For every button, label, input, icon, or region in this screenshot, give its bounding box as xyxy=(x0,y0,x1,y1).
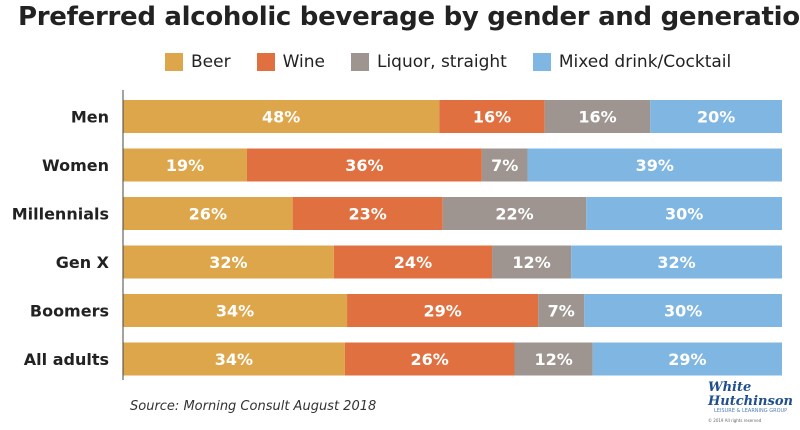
data-label-men-beer: 48% xyxy=(262,108,300,127)
data-label-men-mixed: 20% xyxy=(697,108,735,127)
bar-women-liquor xyxy=(481,148,528,182)
bar-millennials-liquor xyxy=(442,197,587,230)
bar-women-beer xyxy=(123,148,247,182)
data-label-gen-x-mixed: 32% xyxy=(657,253,695,272)
bar-boomers-wine xyxy=(347,294,539,327)
data-label-men-wine: 16% xyxy=(473,108,511,127)
legend-item-mixed: Mixed drink/Cocktail xyxy=(532,52,732,72)
data-label-millennials-liquor: 22% xyxy=(495,205,533,224)
data-label-boomers-beer: 34% xyxy=(216,302,254,321)
bar-boomers-beer xyxy=(123,294,348,327)
logo-line-2: Hutchinson xyxy=(707,394,793,409)
legend-label-liquor: Liquor, straight xyxy=(376,52,507,72)
legend-swatch-mixed xyxy=(532,53,551,71)
bar-millennials-mixed xyxy=(586,197,782,230)
legend-item-wine: Wine xyxy=(256,52,325,72)
bar-millennials-beer xyxy=(123,197,293,230)
data-label-gen-x-beer: 32% xyxy=(209,253,247,272)
bar-women-mixed xyxy=(527,148,782,182)
category-label-men: Men xyxy=(71,108,109,127)
bar-men-liquor xyxy=(544,100,651,133)
white-hutchinson-logo: White Hutchinson LEISURE & LEARNING GROU… xyxy=(707,380,793,423)
bar-all-adults-wine xyxy=(344,342,515,376)
bar-boomers-mixed xyxy=(584,294,782,327)
bar-gen-x-beer xyxy=(123,245,334,279)
bar-men-wine xyxy=(439,100,545,133)
legend-swatch-liquor xyxy=(350,53,369,71)
bars-group: 48% 16% 16% 20% 19% 36% 7% 39% 26% 23% 22% 30% 32% 24… xyxy=(123,100,782,376)
bar-gen-x-liquor xyxy=(492,245,572,279)
legend-label-wine: Wine xyxy=(282,52,325,72)
data-label-all-adults-liquor: 12% xyxy=(534,350,572,369)
bar-men-mixed xyxy=(650,100,782,133)
bar-gen-x-mixed xyxy=(571,245,782,279)
data-label-gen-x-wine: 24% xyxy=(394,253,432,272)
data-label-women-wine: 36% xyxy=(345,156,383,175)
data-label-boomers-mixed: 30% xyxy=(664,302,702,321)
bar-all-adults-mixed xyxy=(592,342,782,376)
category-label-millennials: Millennials xyxy=(12,205,109,224)
legend-swatch-beer xyxy=(165,53,183,71)
legend-label-mixed: Mixed drink/Cocktail xyxy=(558,52,732,72)
legend-item-liquor: Liquor, straight xyxy=(350,52,507,72)
legend-swatch-wine xyxy=(256,53,275,71)
bar-millennials-wine xyxy=(292,197,443,230)
category-label-gen-x: Gen X xyxy=(56,253,110,272)
data-label-all-adults-beer: 34% xyxy=(215,350,253,369)
data-label-millennials-mixed: 30% xyxy=(665,205,703,224)
chart-title: Preferred alcoholic beverage by gender a… xyxy=(18,2,800,32)
category-label-boomers: Boomers xyxy=(30,302,109,321)
category-label-women: Women xyxy=(42,156,109,175)
data-label-boomers-wine: 29% xyxy=(423,302,461,321)
source-note: Source: Morning Consult August 2018 xyxy=(130,399,377,414)
bar-all-adults-beer xyxy=(123,342,345,376)
logo-tagline: LEISURE & LEARNING GROUP xyxy=(714,408,787,414)
data-label-women-beer: 19% xyxy=(166,156,204,175)
data-label-women-mixed: 39% xyxy=(636,156,674,175)
legend: Beer Wine Liquor, straight Mixed drink/C… xyxy=(165,50,731,74)
legend-label-beer: Beer xyxy=(191,52,231,72)
data-label-women-liquor: 7% xyxy=(491,156,518,175)
data-label-millennials-beer: 26% xyxy=(189,205,227,224)
logo-copyright: © 2019 All rights reserved xyxy=(708,418,762,423)
bar-boomers-liquor xyxy=(538,294,585,327)
category-label-all-adults: All adults xyxy=(24,350,109,369)
bar-gen-x-wine xyxy=(333,245,493,279)
data-label-all-adults-mixed: 29% xyxy=(668,350,706,369)
data-label-boomers-liquor: 7% xyxy=(548,302,575,321)
legend-item-beer: Beer xyxy=(165,52,231,72)
data-label-millennials-wine: 23% xyxy=(349,205,387,224)
bar-women-wine xyxy=(246,148,482,182)
data-label-gen-x-liquor: 12% xyxy=(512,253,550,272)
bar-men-beer xyxy=(123,100,440,133)
data-label-men-liquor: 16% xyxy=(578,108,616,127)
bar-all-adults-liquor xyxy=(514,342,593,376)
category-labels: Men Women Millennials Gen X Boomers All adult… xyxy=(12,108,110,370)
logo-line-1: White xyxy=(708,380,751,395)
data-label-all-adults-wine: 26% xyxy=(411,350,449,369)
